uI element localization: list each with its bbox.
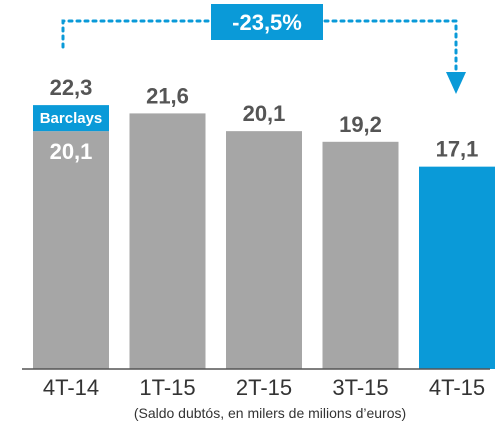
first-bar-breakdown: Barclays 20,1 [33, 105, 109, 164]
category-label-4T-14: 4T-14 [43, 375, 99, 400]
bar-1T-15 [129, 113, 206, 370]
value-label-2T-15: 20,1 [243, 101, 286, 126]
barclays-label: Barclays [40, 110, 103, 127]
category-label-3T-15: 3T-15 [332, 375, 388, 400]
value-label-3T-15: 19,2 [339, 112, 382, 137]
value-label-1T-15: 21,6 [146, 83, 189, 108]
bar-4T-15 [419, 166, 495, 369]
base-value-label: 20,1 [50, 139, 93, 164]
value-labels: 22,3 21,6 20,1 19,2 17,1 [50, 75, 479, 162]
category-label-2T-15: 2T-15 [236, 375, 292, 400]
value-label-4T-14: 22,3 [50, 75, 93, 100]
bars [33, 113, 495, 370]
bar-3T-15 [322, 141, 399, 369]
bar-2T-15 [226, 131, 302, 369]
change-badge [211, 4, 323, 40]
value-label-4T-15: 17,1 [436, 137, 479, 162]
category-label-1T-15: 1T-15 [139, 375, 195, 400]
bar-4T-14 [33, 131, 109, 369]
change-arrowhead [446, 72, 466, 94]
barclays-segment [33, 105, 109, 132]
change-annotation: -23,5% [61, 4, 466, 94]
chart-note: (Saldo dubtós, en milers de milions d’eu… [134, 405, 406, 421]
change-label: -23,5% [232, 10, 302, 35]
category-label-4T-15: 4T-15 [429, 375, 485, 400]
category-labels: 4T-14 1T-15 2T-15 3T-15 4T-15 [43, 375, 485, 400]
